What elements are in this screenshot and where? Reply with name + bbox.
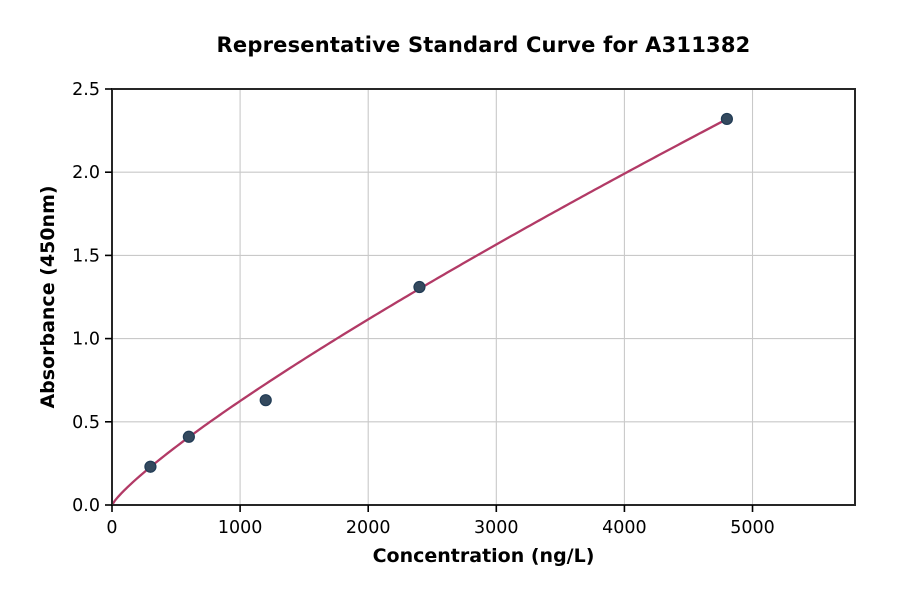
x-tick-label: 0 — [106, 518, 117, 538]
fit-curve — [110, 117, 729, 507]
x-axis-label: Concentration (ng/L) — [372, 545, 595, 567]
y-tick-label: 2.5 — [72, 80, 100, 100]
y-tick-label: 2.0 — [72, 163, 100, 183]
chart-title: Representative Standard Curve for A31138… — [216, 33, 751, 57]
data-point — [259, 394, 272, 407]
x-tick-label: 1000 — [218, 518, 263, 538]
y-tick-label: 0.0 — [72, 496, 100, 516]
data-point — [413, 280, 426, 294]
y-tick-label: 0.5 — [72, 413, 100, 433]
x-tick-label: 4000 — [602, 518, 647, 538]
x-tick-label: 5000 — [730, 518, 775, 538]
x-tick-label: 3000 — [474, 518, 519, 538]
x-tick-label: 2000 — [346, 518, 391, 538]
y-tick-label: 1.5 — [72, 246, 100, 266]
data-point — [182, 430, 195, 443]
data-point — [720, 112, 733, 126]
data-point — [144, 460, 157, 473]
y-tick-label: 1.0 — [72, 330, 100, 350]
plot-border — [111, 88, 856, 506]
